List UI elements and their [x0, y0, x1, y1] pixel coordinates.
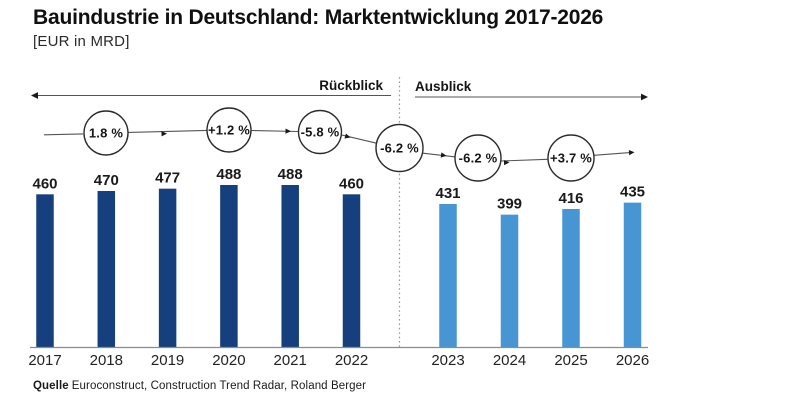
source-text: Euroconstruct, Construction Trend Radar,… — [71, 380, 367, 392]
growth-percent-label: +1.2 % — [208, 123, 250, 138]
bar-2022 — [342, 194, 361, 348]
growth-percent-label: +3.7 % — [550, 151, 592, 166]
bar-2026 — [623, 202, 642, 348]
year-axis-label: 2017 — [28, 352, 61, 369]
growth-rail-segment — [128, 129, 207, 133]
growth-rail-segment — [250, 129, 299, 133]
bar-value-label: 488 — [278, 166, 303, 183]
growth-rail-arrowhead-icon — [440, 152, 447, 158]
growth-rail-arrowhead-icon — [161, 131, 167, 137]
bar-2018 — [97, 190, 116, 348]
source-label: Quelle — [33, 380, 69, 392]
year-axis-label: 2024 — [493, 352, 526, 369]
growth-circle — [454, 134, 502, 182]
rueckblick-label: Rückblick — [319, 78, 383, 93]
year-axis-label: 2026 — [616, 352, 649, 369]
bar-2021 — [281, 184, 299, 348]
year-axis-label: 2019 — [151, 352, 184, 369]
year-axis-label: 2018 — [90, 352, 123, 369]
bar-value-label: 488 — [216, 166, 241, 183]
growth-rail-segment — [422, 152, 455, 158]
source-note: Quelle Euroconstruct, Construction Trend … — [33, 380, 366, 392]
chart-unit-label: [EUR in MRD] — [33, 33, 130, 50]
year-axis-label: 2025 — [554, 352, 587, 369]
bar-value-label: 460 — [32, 175, 57, 192]
growth-circle — [83, 110, 129, 156]
year-axis-label: 2020 — [212, 352, 245, 369]
bar-value-label: 431 — [435, 185, 460, 202]
growth-rail-arrowhead-icon — [503, 159, 510, 166]
growth-circle — [375, 123, 424, 173]
bar-value-label: 435 — [620, 184, 645, 201]
growth-circle — [206, 107, 252, 153]
bar-value-label: 477 — [155, 170, 180, 187]
bar-value-label: 399 — [497, 196, 522, 213]
year-axis-label: 2022 — [335, 352, 368, 369]
growth-percent-label: -6.2 % — [459, 151, 498, 166]
year-axis-label: 2021 — [274, 352, 307, 369]
bar-2020 — [220, 184, 238, 348]
bar-2017 — [36, 194, 54, 348]
rueckblick-arrowhead-icon — [31, 92, 38, 99]
bar-value-label: 470 — [94, 172, 119, 189]
bar-2024 — [500, 214, 519, 348]
bar-value-label: 460 — [339, 175, 364, 192]
growth-rail-segment — [593, 152, 631, 156]
growth-rail-segment — [43, 133, 84, 136]
bar-2025 — [562, 208, 580, 348]
bar-2019 — [158, 188, 177, 348]
ausblick-arrowhead-icon — [641, 93, 648, 101]
growth-circle — [547, 134, 595, 182]
bar-2023 — [439, 203, 457, 348]
page-title: Bauindustrie in Deutschland: Marktentwic… — [33, 6, 604, 29]
growth-rail-arrowhead-icon — [344, 133, 351, 139]
growth-rail-arrowhead-icon — [285, 128, 291, 134]
bar-value-label: 416 — [558, 190, 583, 207]
growth-percent-label: -5.8 % — [301, 125, 340, 140]
growth-percent-label: -6.2 % — [380, 141, 419, 156]
year-axis-label: 2023 — [431, 352, 464, 369]
growth-rail-arrowhead-icon — [628, 149, 635, 156]
growth-rail-segment — [501, 158, 548, 162]
growth-circle — [297, 109, 343, 155]
growth-percent-label: 1.8 % — [89, 126, 123, 141]
ausblick-label: Ausblick — [415, 79, 472, 94]
